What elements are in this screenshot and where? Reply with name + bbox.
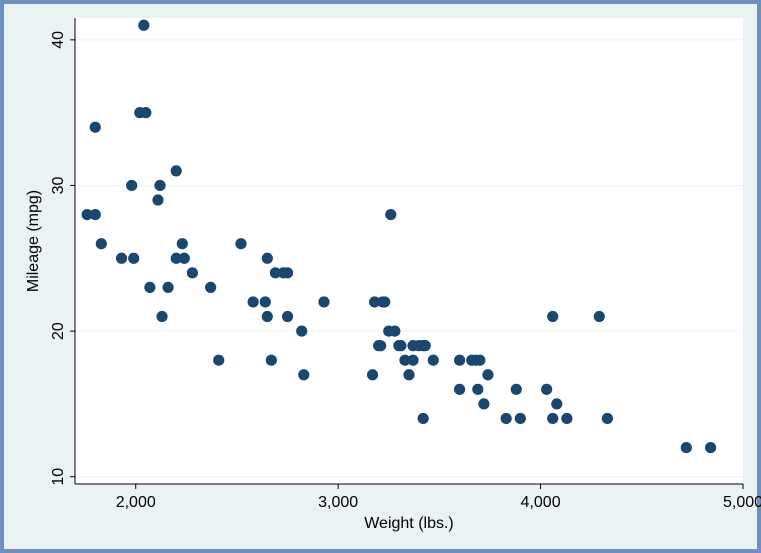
data-point	[235, 238, 247, 250]
x-tick-label: 5,000	[723, 494, 761, 511]
data-point	[500, 412, 512, 425]
data-point	[296, 325, 308, 337]
data-point	[601, 412, 613, 425]
data-point	[154, 179, 166, 192]
data-point	[162, 281, 174, 294]
data-point	[259, 296, 271, 308]
x-axis-title: Weight (lbs.)	[364, 515, 454, 532]
y-tick-label: 40	[50, 31, 67, 49]
data-points	[81, 19, 717, 454]
data-point	[261, 310, 273, 323]
data-point	[399, 354, 411, 366]
data-point	[417, 412, 429, 425]
data-point	[298, 369, 310, 381]
data-point	[156, 310, 168, 323]
y-tick-label: 20	[50, 322, 67, 340]
data-point	[170, 165, 182, 177]
data-point	[140, 107, 152, 119]
grid-lines	[75, 39, 743, 478]
data-point	[510, 383, 522, 395]
data-point	[561, 412, 573, 425]
data-point	[126, 179, 138, 192]
data-point	[186, 267, 199, 279]
axes	[70, 18, 744, 489]
data-point	[375, 340, 387, 352]
data-point	[593, 310, 605, 323]
data-point	[89, 121, 101, 133]
x-tick-label: 4,000	[521, 494, 561, 511]
data-point	[176, 238, 188, 250]
data-point	[541, 383, 553, 395]
y-tick-label: 30	[50, 176, 67, 194]
data-point	[144, 281, 156, 294]
data-point	[379, 296, 391, 308]
data-point	[261, 252, 273, 264]
data-point	[514, 412, 526, 425]
data-point	[265, 354, 277, 366]
data-point	[89, 208, 101, 221]
data-point	[115, 252, 128, 264]
data-point	[281, 267, 294, 279]
data-point	[407, 354, 419, 366]
data-point	[247, 296, 259, 308]
data-point	[128, 252, 140, 264]
data-point	[170, 252, 182, 264]
data-point	[178, 252, 190, 264]
data-point	[205, 281, 217, 294]
data-point	[138, 19, 150, 31]
y-tick-label: 10	[50, 468, 67, 486]
data-point	[454, 383, 466, 395]
data-point	[547, 310, 559, 323]
data-point	[482, 369, 494, 381]
data-point	[403, 369, 415, 381]
data-point	[318, 296, 330, 308]
data-point	[547, 412, 559, 425]
data-point	[385, 208, 397, 221]
data-point	[478, 398, 490, 410]
tick-labels: 10 20 30 40 2,000 3,000 4,000 5,000	[50, 31, 761, 511]
y-axis-title: Mileage (mpg)	[25, 190, 42, 292]
x-tick-label: 2,000	[116, 494, 156, 511]
data-point	[551, 398, 563, 410]
data-point	[474, 354, 486, 366]
x-tick-label: 3,000	[318, 494, 358, 511]
data-point	[368, 296, 381, 308]
data-point	[81, 208, 93, 221]
data-point	[95, 238, 107, 250]
data-point	[389, 325, 401, 337]
data-point	[281, 310, 294, 323]
data-point	[395, 340, 407, 352]
data-point	[269, 267, 281, 279]
data-point	[472, 383, 484, 395]
plot-area	[75, 18, 743, 484]
data-point	[454, 354, 466, 366]
data-point	[152, 194, 164, 206]
data-point	[427, 354, 439, 366]
data-point	[705, 441, 717, 454]
data-point	[419, 340, 431, 352]
data-point	[213, 354, 225, 366]
data-point	[680, 441, 692, 454]
data-point	[366, 369, 379, 381]
